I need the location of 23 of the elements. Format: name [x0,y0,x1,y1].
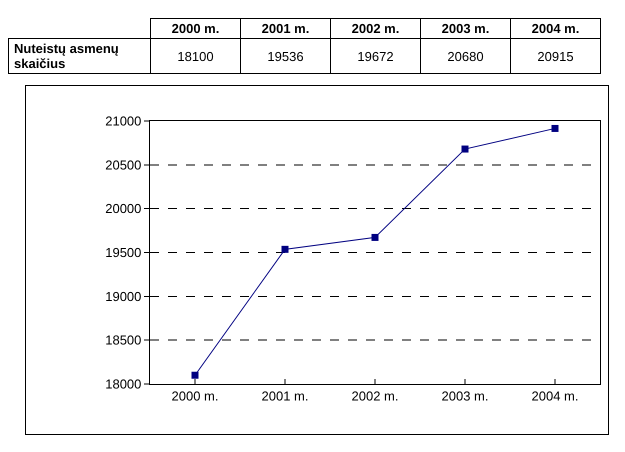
data-label: 18100 [150,38,240,74]
text: Nuteistų asmenų skaičius [8,38,150,74]
x-tick-label: 2003 m. [442,388,488,404]
x-tick-label: 2000 m. [172,388,218,404]
category-label: 2002 m. [352,21,400,36]
data-label: 19536 [240,38,330,74]
y-tick-label: 20500 [105,157,142,172]
y-tick-label: 21000 [105,114,142,129]
y-tick-label: 18000 [105,376,142,392]
data-label: 20680 [420,38,510,74]
category-label: 2003 m. [442,21,490,36]
x-tick-label: 2002 m. [352,388,398,404]
data-label: 19672 [330,38,420,74]
x-tick-label: 2004 m. [532,388,578,404]
y-tick-label: 18500 [105,332,142,348]
y-tick-label: 20000 [105,201,142,216]
category-label: 2004 m. [532,21,580,36]
category-label: 2001 m. [262,21,310,36]
x-tick-label: 2001 m. [262,388,308,404]
data-label: 20915 [510,38,600,74]
y-tick-label: 19000 [105,288,142,304]
y-tick-label: 19500 [105,245,142,260]
category-label: 2000 m. [172,21,220,36]
